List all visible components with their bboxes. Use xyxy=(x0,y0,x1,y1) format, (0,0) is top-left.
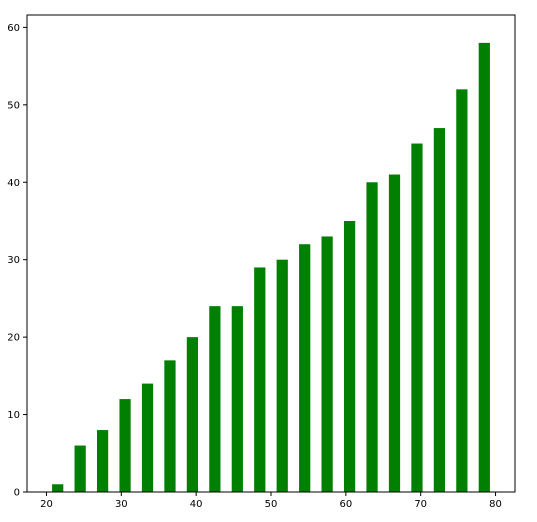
bar xyxy=(74,445,86,492)
bar xyxy=(433,128,446,492)
bar xyxy=(209,306,221,492)
y-tick-label: 0 xyxy=(14,488,20,499)
y-axis: 0 10 20 30 40 50 60 xyxy=(7,23,27,499)
bar xyxy=(411,143,423,493)
y-tick-label: 10 xyxy=(7,410,20,421)
bar xyxy=(52,484,64,492)
bars-group xyxy=(52,42,490,493)
bar xyxy=(276,259,288,492)
bar xyxy=(388,174,401,492)
y-tick-label: 30 xyxy=(7,255,20,266)
x-tick-label: 50 xyxy=(265,499,278,510)
plot-frame xyxy=(26,14,516,493)
x-tick-label: 20 xyxy=(40,499,53,510)
bar xyxy=(119,399,131,492)
bar xyxy=(141,383,154,492)
bar xyxy=(254,267,266,492)
bar xyxy=(366,182,378,492)
x-tick-label: 80 xyxy=(489,499,502,510)
x-tick-label: 30 xyxy=(115,499,128,510)
bar xyxy=(231,306,243,492)
y-tick-label: 20 xyxy=(7,333,20,344)
bar xyxy=(96,430,109,492)
y-tick-label: 40 xyxy=(7,178,20,189)
bar xyxy=(299,244,311,492)
bar xyxy=(321,236,333,492)
bar xyxy=(164,360,176,492)
x-axis: 20 30 40 50 60 70 80 xyxy=(40,492,502,510)
bar xyxy=(186,337,199,492)
y-tick-label: 50 xyxy=(7,100,20,111)
bar xyxy=(478,42,490,492)
bar xyxy=(456,89,468,492)
x-tick-label: 70 xyxy=(414,499,427,510)
bar xyxy=(343,220,356,493)
x-tick-label: 60 xyxy=(339,499,352,510)
x-tick-label: 40 xyxy=(190,499,203,510)
y-tick-label: 60 xyxy=(7,23,20,34)
